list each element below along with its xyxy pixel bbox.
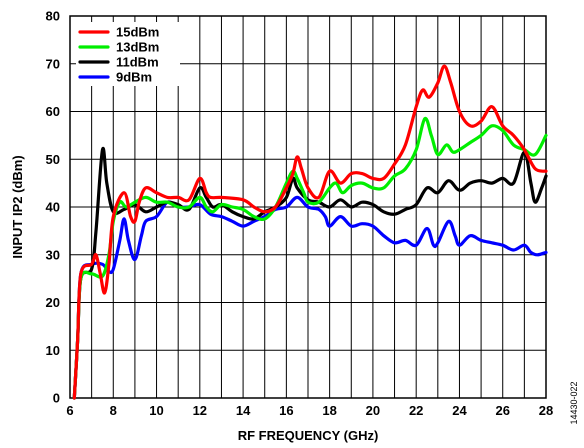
figure-id: 14430-022 (569, 381, 579, 424)
y-tick-label: 60 (46, 104, 60, 119)
x-tick-label: 24 (452, 403, 467, 418)
x-tick-label: 8 (110, 403, 117, 418)
legend-label-15dBm: 15dBm (116, 25, 159, 40)
x-tick-label: 12 (193, 403, 207, 418)
y-tick-label: 50 (46, 152, 60, 167)
y-tick-label: 30 (46, 247, 60, 262)
x-axis-title: RF FREQUENCY (GHz) (238, 428, 379, 443)
y-axis-title: INPUT IP2 (dBm) (10, 155, 25, 258)
tick-labels: 6 8 10 12 14 16 18 20 22 24 26 28 0 10 20 30 40 50 60 70 80 (46, 9, 554, 419)
y-tick-label: 20 (46, 295, 60, 310)
series-line-9dBm (72, 195, 548, 400)
legend-label-9dBm: 9dBm (116, 70, 152, 85)
x-tick-label: 6 (66, 403, 73, 418)
y-tick-label: 10 (46, 343, 60, 358)
series-line-13dBm (72, 116, 548, 400)
x-tick-label: 22 (409, 403, 423, 418)
x-tick-label: 14 (236, 403, 251, 418)
legend-label-13dBm: 13dBm (116, 40, 159, 55)
plot-frame (69, 15, 547, 399)
legend-label-11dBm: 11dBm (116, 55, 159, 70)
x-tick-label: 18 (322, 403, 336, 418)
x-tick-label: 16 (279, 403, 293, 418)
y-tick-label: 40 (46, 200, 60, 215)
y-tick-label: 0 (53, 391, 60, 406)
series-layer (72, 64, 548, 400)
series-line-11dBm (72, 146, 548, 400)
x-tick-label: 26 (495, 403, 509, 418)
series-line-15dBm (72, 64, 548, 400)
x-tick-label: 20 (366, 403, 380, 418)
x-tick-label: 10 (149, 403, 163, 418)
y-tick-label: 80 (46, 9, 60, 24)
y-tick-label: 70 (46, 56, 60, 71)
x-tick-label: 28 (539, 403, 553, 418)
